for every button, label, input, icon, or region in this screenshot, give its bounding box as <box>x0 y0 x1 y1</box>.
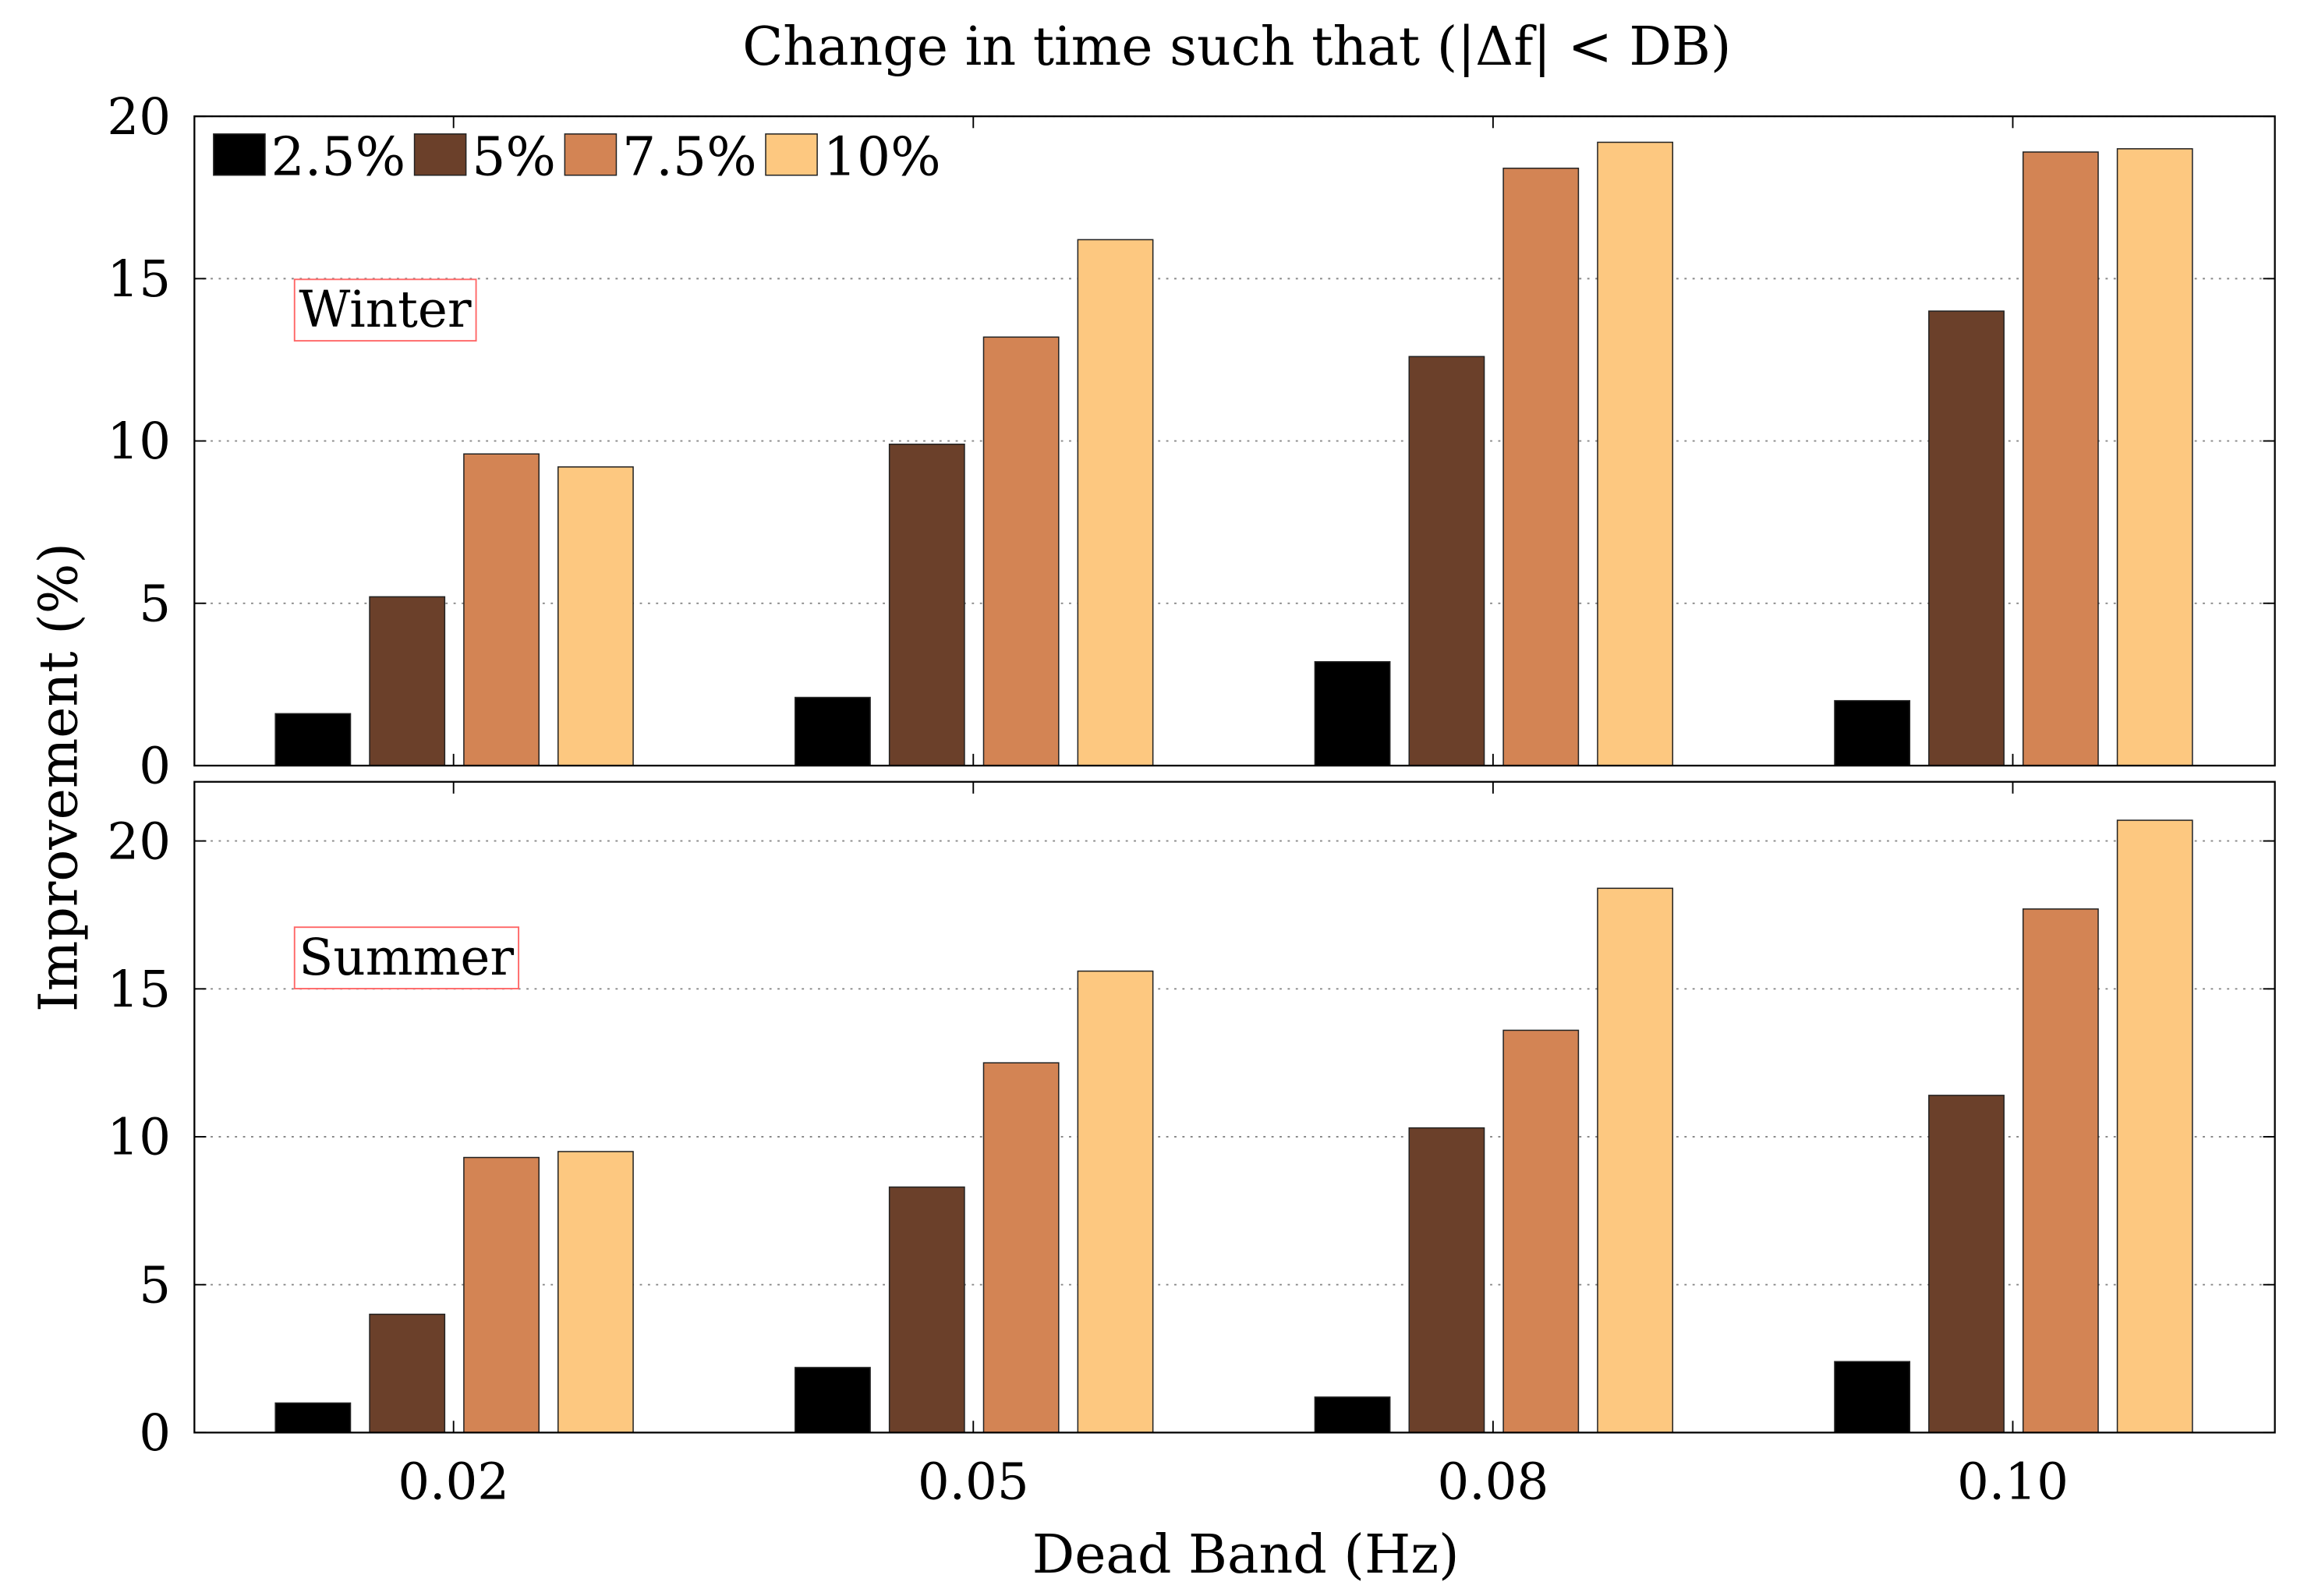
legend-label: 5% <box>472 127 556 189</box>
bar <box>2022 908 2099 1434</box>
bar <box>888 443 965 766</box>
legend-swatch <box>765 133 818 176</box>
plot-frame <box>193 780 2276 1434</box>
panel-winter: 0 5 10 15 20 Winter 2.5% 5% 7.5% 10% <box>107 88 2276 796</box>
bar <box>274 713 352 766</box>
legend-label: 10% <box>823 127 941 189</box>
panel-summer: 0 5 10 15 20 Summer 0.02 0.05 0.08 0.10 <box>107 780 2276 1511</box>
bar <box>2116 148 2193 766</box>
bar <box>1502 168 1580 766</box>
bar <box>463 1156 540 1434</box>
bar <box>1834 699 1911 766</box>
x-tick-label: 0.10 <box>1957 1453 2069 1511</box>
legend-swatch <box>564 133 618 176</box>
y-tick-label: 20 <box>107 88 171 147</box>
panel-annotation: Winter <box>299 281 471 339</box>
panel-annotation: Summer <box>299 929 514 987</box>
bar <box>1597 887 1674 1434</box>
bar <box>1408 356 1485 766</box>
y-tick-label: 5 <box>139 1256 171 1315</box>
bar <box>557 466 634 766</box>
y-tick-label: 20 <box>107 812 171 871</box>
y-tick-label: 15 <box>107 250 171 309</box>
legend: 2.5% 5% 7.5% 10% <box>213 127 941 189</box>
y-axis-label: Improvement (%) <box>28 543 90 1012</box>
bar <box>982 1062 1060 1434</box>
bar <box>1502 1029 1580 1434</box>
bar <box>1314 1396 1391 1434</box>
bar <box>274 1402 352 1434</box>
bar <box>2116 819 2193 1434</box>
legend-label: 7.5% <box>622 127 757 189</box>
y-tick-label: 5 <box>139 575 171 633</box>
legend-swatch <box>213 133 266 176</box>
bar <box>1408 1127 1485 1434</box>
chart-title: Change in time such that (|Δf| < DB) <box>742 16 1731 78</box>
y-tick-label: 0 <box>139 738 171 796</box>
y-tick-label: 0 <box>139 1404 171 1463</box>
plot-frame <box>193 115 2276 767</box>
annotation-box <box>293 278 477 342</box>
bar <box>463 453 540 766</box>
bar <box>1314 660 1391 766</box>
bar <box>557 1151 634 1434</box>
bar <box>888 1186 965 1434</box>
bar <box>2022 151 2099 766</box>
x-tick-label: 0.02 <box>398 1453 509 1511</box>
y-tick-label: 10 <box>107 412 171 471</box>
x-axis-label: Dead Band (Hz) <box>1032 1524 1460 1586</box>
x-tick-label: 0.08 <box>1437 1453 1548 1511</box>
x-tick-label: 0.05 <box>918 1453 1029 1511</box>
bar <box>1077 239 1154 766</box>
legend-label: 2.5% <box>271 127 406 189</box>
y-tick-label: 15 <box>107 961 171 1019</box>
bar <box>369 596 446 766</box>
bar <box>1077 970 1154 1434</box>
bar <box>795 1367 871 1434</box>
bar <box>1597 141 1674 766</box>
bar <box>369 1313 446 1434</box>
bar <box>1834 1361 1911 1434</box>
y-tick-label: 10 <box>107 1109 171 1167</box>
annotation-box <box>293 926 520 989</box>
bar <box>795 696 871 766</box>
legend-swatch <box>413 133 467 176</box>
bar <box>982 336 1060 766</box>
bar <box>1928 310 2005 766</box>
bar <box>1928 1095 2005 1434</box>
